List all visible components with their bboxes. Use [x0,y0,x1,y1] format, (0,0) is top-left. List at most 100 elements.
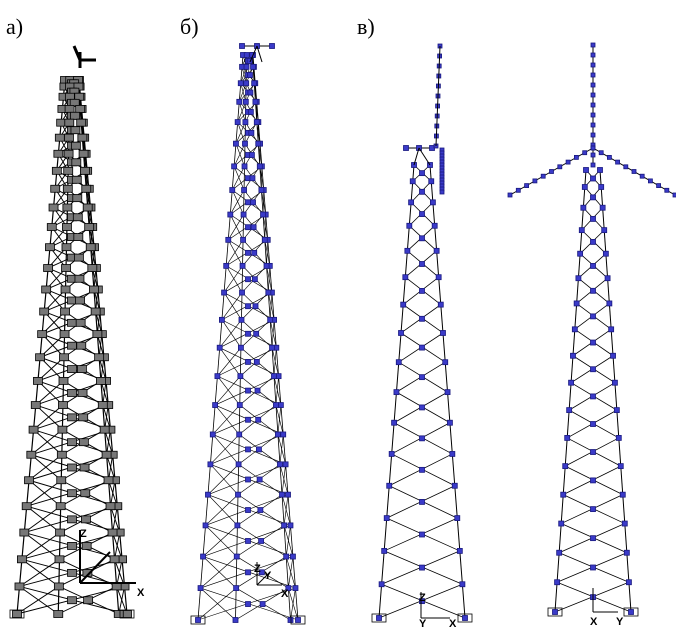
node [234,554,239,559]
node [574,155,578,159]
node [106,503,115,510]
node [420,467,425,472]
node [45,244,54,251]
node [392,420,397,425]
node [25,477,34,484]
panel-label: в) [357,14,375,39]
node [88,265,97,272]
node [553,610,558,615]
node [104,477,113,484]
node [405,248,410,253]
node [591,43,595,47]
node [82,542,91,549]
node [73,214,82,221]
node [64,134,73,141]
node [561,492,566,497]
node [262,237,267,242]
node [57,451,66,458]
node [618,464,623,469]
node [257,477,262,482]
node [57,119,66,126]
node [252,81,257,86]
node [599,151,603,155]
node [379,582,384,587]
node [420,499,425,504]
node [401,302,406,307]
node [102,451,111,458]
node [74,254,83,261]
node [288,618,293,623]
node [56,529,65,536]
node [591,478,596,483]
node [244,53,249,58]
node [40,308,49,315]
node [293,586,298,591]
node [78,389,87,396]
node [409,200,414,205]
node [648,179,652,183]
node [591,53,595,57]
node [558,165,562,169]
axis-label: X [449,618,457,628]
node [15,583,24,590]
node [61,286,70,293]
node [591,314,596,319]
node [55,556,64,563]
node [68,569,77,576]
node [578,251,583,256]
node [79,439,88,446]
node [233,618,238,623]
node [629,610,634,615]
node [246,447,251,452]
node [78,134,87,141]
member [60,506,61,532]
node [599,184,604,189]
node [236,462,241,467]
node [228,212,233,217]
node [75,275,84,282]
node [282,523,287,528]
node [246,538,251,543]
node [54,611,63,618]
node [565,435,570,440]
node [56,503,65,510]
node [60,331,69,338]
node [260,602,265,607]
node [237,432,242,437]
node [77,342,86,349]
node [591,450,596,455]
member [58,586,59,614]
node [258,508,263,513]
node [20,529,29,536]
node [64,150,73,157]
node [609,327,614,332]
node [208,462,213,467]
node [387,483,392,488]
node [68,342,77,349]
node [246,602,251,607]
node [73,195,82,202]
node [244,64,249,69]
node [533,179,537,183]
node [112,583,121,590]
node [277,462,282,467]
node [243,120,248,125]
node [268,317,273,322]
node [61,308,70,315]
node [296,618,301,623]
node [420,375,425,380]
node [82,185,91,192]
node [290,554,295,559]
node [591,565,596,570]
node [247,73,252,78]
node [250,176,255,181]
node [246,225,251,230]
node [83,204,92,211]
node [591,123,595,127]
node [63,185,72,192]
node [246,477,251,482]
node [123,611,132,618]
node [240,290,245,295]
node [42,286,51,293]
node [420,405,425,410]
